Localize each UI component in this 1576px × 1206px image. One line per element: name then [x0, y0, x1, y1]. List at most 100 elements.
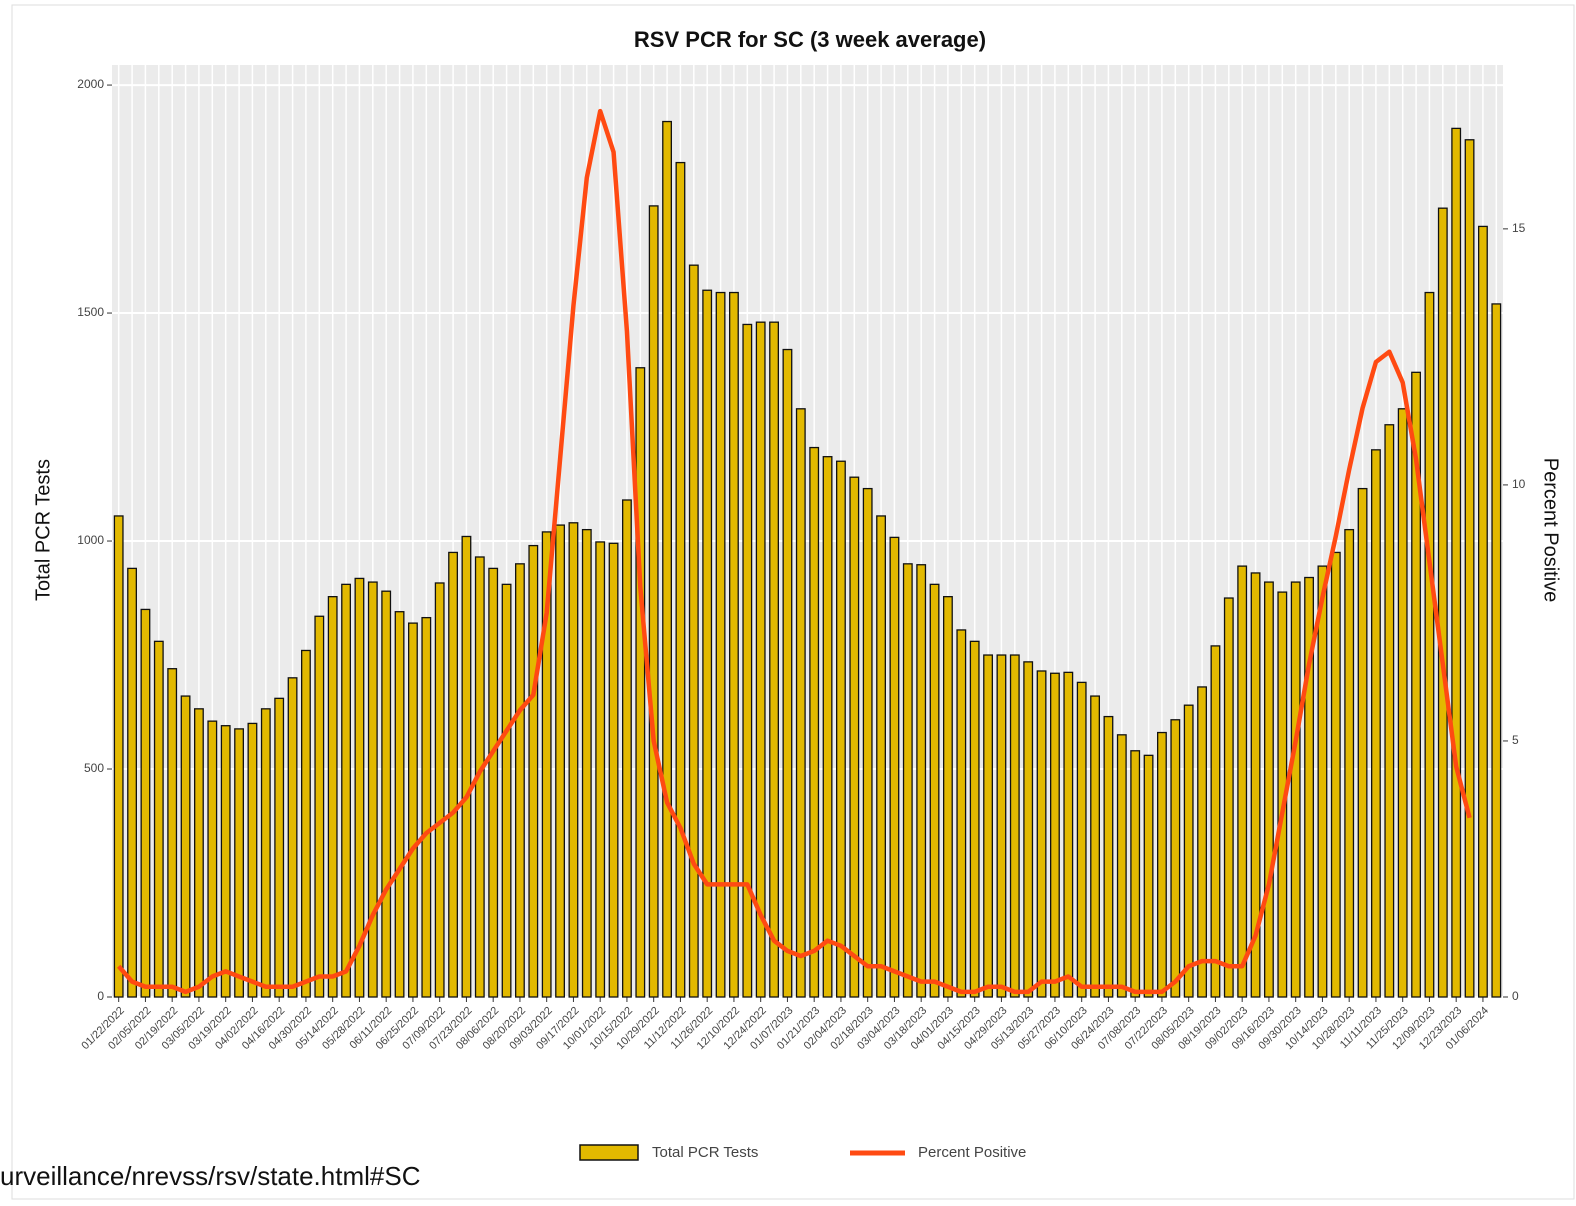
legend-swatch: [579, 1144, 639, 1161]
bar: [849, 476, 860, 998]
y-axis-title: Total PCR Tests: [32, 459, 54, 601]
bar: [541, 531, 552, 998]
bar: [1344, 528, 1355, 998]
bar: [1023, 661, 1034, 998]
bar: [1357, 487, 1368, 998]
bar: [795, 408, 806, 998]
bar: [662, 120, 672, 998]
bar: [688, 264, 699, 998]
bar: [836, 460, 846, 998]
bar: [1290, 581, 1301, 998]
bar: [769, 321, 779, 998]
bar: [434, 582, 445, 998]
bar: [1157, 731, 1167, 998]
bar: [1197, 686, 1207, 998]
y2-tick-label: 0: [1512, 989, 1519, 1003]
bar: [127, 567, 137, 998]
bar: [1076, 681, 1087, 998]
bar: [702, 289, 713, 998]
bar: [742, 323, 753, 998]
bar: [675, 161, 686, 998]
y-tick-label: 2000: [77, 77, 104, 91]
legend-label: Percent Positive: [918, 1144, 1026, 1161]
bar: [1130, 750, 1141, 998]
y-tick-label: 0: [97, 989, 104, 1003]
bar: [1451, 127, 1462, 998]
bar: [501, 583, 512, 998]
y-tick-label: 1000: [77, 533, 104, 547]
bar: [568, 522, 579, 998]
bar: [755, 321, 766, 998]
bar: [889, 536, 900, 998]
bar: [1304, 576, 1314, 998]
y2-tick-label: 5: [1512, 733, 1519, 747]
bar: [729, 291, 739, 998]
bar: [1397, 408, 1408, 998]
bar: [274, 697, 285, 998]
bar: [581, 528, 592, 998]
bar: [1464, 139, 1475, 998]
bar: [1103, 715, 1114, 998]
bar: [113, 515, 124, 998]
line: [116, 108, 1472, 995]
bar: [260, 708, 271, 998]
bar: [943, 596, 953, 998]
bar: [1491, 303, 1502, 998]
bar: [234, 728, 244, 998]
bar: [929, 583, 940, 998]
bar: [1116, 734, 1127, 998]
bar: [408, 622, 418, 998]
bar: [354, 577, 365, 998]
bar: [461, 535, 472, 998]
y2-axis-title: Percent Positive: [1540, 458, 1562, 603]
bar: [1183, 704, 1194, 998]
bar: [782, 348, 793, 998]
bar: [341, 583, 351, 998]
bar: [220, 725, 231, 998]
bar: [1478, 225, 1488, 998]
bar: [916, 564, 927, 998]
bar: [421, 616, 432, 998]
bar: [822, 456, 833, 998]
y-tick-label: 1500: [77, 305, 104, 319]
bar: [247, 722, 258, 998]
bar: [448, 551, 458, 998]
bar: [488, 567, 499, 998]
bar: [595, 541, 606, 998]
bar: [983, 654, 993, 998]
bar: [528, 544, 539, 998]
bar: [140, 608, 151, 998]
bar: [1437, 207, 1448, 998]
bar: [1330, 551, 1341, 998]
bar: [1411, 371, 1421, 998]
bar: [194, 708, 204, 998]
bar: [876, 515, 886, 998]
bar: [635, 367, 646, 998]
bar: [715, 291, 726, 998]
legend-label: Total PCR Tests: [652, 1144, 758, 1161]
bar: [1371, 449, 1381, 998]
bar: [996, 654, 1007, 998]
bar: [314, 615, 325, 998]
url-annotation: urveillance/nrevss/rsv/state.html#SC: [0, 1161, 420, 1191]
bar: [555, 524, 565, 998]
bar: [969, 640, 980, 998]
bar: [301, 649, 311, 998]
bar: [1090, 695, 1100, 998]
bar: [1050, 672, 1060, 998]
y2-tick-label: 10: [1512, 477, 1526, 491]
bar: [1009, 654, 1020, 998]
bar: [622, 499, 632, 998]
bar: [394, 611, 405, 998]
bar: [1317, 565, 1328, 998]
bar: [1143, 754, 1154, 998]
bar: [1424, 291, 1435, 998]
bar: [1264, 581, 1274, 998]
y-tick-label: 500: [84, 761, 104, 775]
bar: [1237, 565, 1248, 998]
bar: [180, 695, 191, 998]
bar: [381, 590, 392, 998]
bar: [956, 629, 967, 998]
bar: [1223, 597, 1234, 998]
